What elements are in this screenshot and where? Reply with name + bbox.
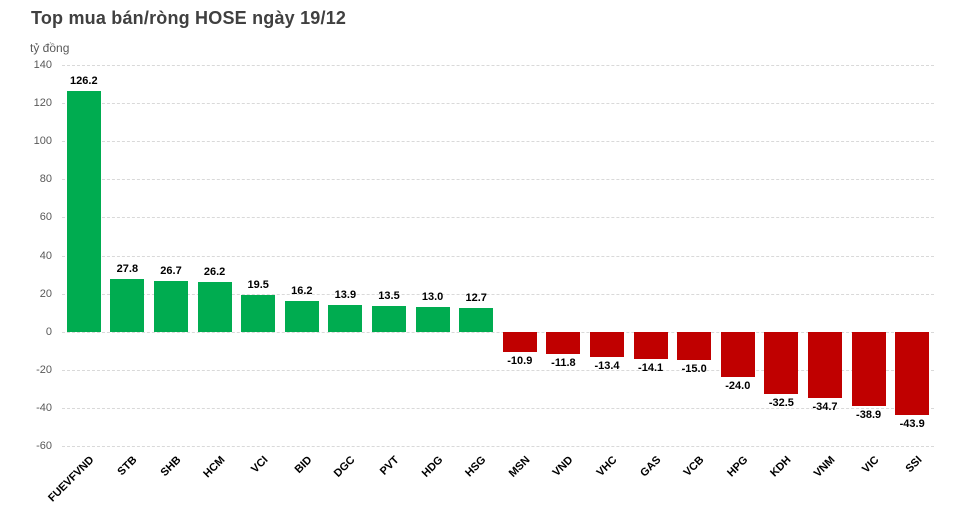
bar-VND — [546, 331, 581, 355]
gridline-y--20 — [62, 369, 934, 371]
bar-VCB — [677, 331, 712, 361]
ytick-label-0: 0 — [45, 325, 52, 338]
bar-FUEVFVND — [66, 91, 101, 332]
gridline-y-40 — [62, 255, 934, 257]
gridline-y-140 — [62, 65, 934, 66]
ytick-label--20: -20 — [36, 363, 52, 376]
bar-HSG — [459, 307, 494, 332]
value-label-VNM: -34.7 — [812, 400, 838, 413]
bar-KDH — [764, 331, 799, 394]
value-label-VCB: -15.0 — [681, 363, 707, 376]
value-label-VHC: -13.4 — [594, 360, 620, 373]
value-label-BID: 16.2 — [291, 284, 313, 297]
value-label-HDG: 13.0 — [421, 290, 444, 303]
bar-BID — [284, 300, 319, 332]
ytick-label-80: 80 — [39, 173, 52, 186]
gridline-y-0 — [62, 331, 934, 333]
gridline-y--60 — [62, 446, 934, 447]
bar-SHB — [154, 280, 188, 332]
value-label-HCM: 26.2 — [203, 265, 226, 278]
bar-VHC — [590, 331, 624, 358]
ytick-label--60: -60 — [36, 440, 52, 452]
ytick-label-20: 20 — [39, 287, 52, 300]
bar-STB — [110, 278, 145, 332]
gridline-y-120 — [62, 103, 934, 105]
y-axis-unit-label: tỷ đồng — [30, 41, 70, 55]
ytick-label-140: 140 — [33, 59, 52, 71]
ytick-label-60: 60 — [39, 211, 52, 224]
value-label-HSG: 12.7 — [465, 291, 487, 304]
value-label-VND: -11.8 — [551, 357, 576, 370]
value-label-DGC: 13.9 — [334, 289, 357, 302]
bar-HDG — [415, 306, 450, 332]
value-label-STB: 27.8 — [116, 262, 139, 275]
gridline-y-80 — [62, 179, 934, 181]
ytick-label-120: 120 — [33, 97, 52, 110]
bar-SSI — [895, 331, 930, 416]
value-label-SSI: -43.9 — [899, 418, 925, 431]
ytick-label-40: 40 — [39, 249, 52, 262]
value-label-PVT: 13.5 — [378, 289, 400, 302]
gridline-y-60 — [62, 217, 934, 219]
ytick-label--40: -40 — [36, 401, 52, 414]
value-label-GAS: -14.1 — [638, 361, 664, 374]
bar-MSN — [502, 331, 537, 353]
bar-VNM — [808, 331, 842, 398]
bar-HCM — [197, 281, 232, 332]
chart-title: Top mua bán/ròng HOSE ngày 19/12 — [31, 8, 347, 28]
bar-HPG — [720, 331, 755, 378]
value-label-KDH: -32.5 — [768, 396, 794, 409]
bar-VIC — [851, 331, 886, 406]
bar-GAS — [633, 331, 668, 359]
value-label-FUEVFVND: 126.2 — [70, 75, 98, 88]
bar-DGC — [328, 305, 363, 332]
value-label-MSN: -10.9 — [507, 355, 533, 368]
bar-VCI — [241, 294, 276, 332]
bar-PVT — [372, 305, 406, 332]
ytick-label-100: 100 — [33, 135, 52, 148]
value-label-SHB: 26.7 — [160, 264, 182, 277]
value-label-VCI: 19.5 — [247, 278, 269, 291]
value-label-VIC: -38.9 — [856, 408, 882, 421]
value-label-HPG: -24.0 — [725, 380, 751, 393]
gridline-y-20 — [62, 293, 934, 295]
gridline-y-100 — [62, 141, 934, 143]
gridline-y--40 — [62, 407, 934, 409]
